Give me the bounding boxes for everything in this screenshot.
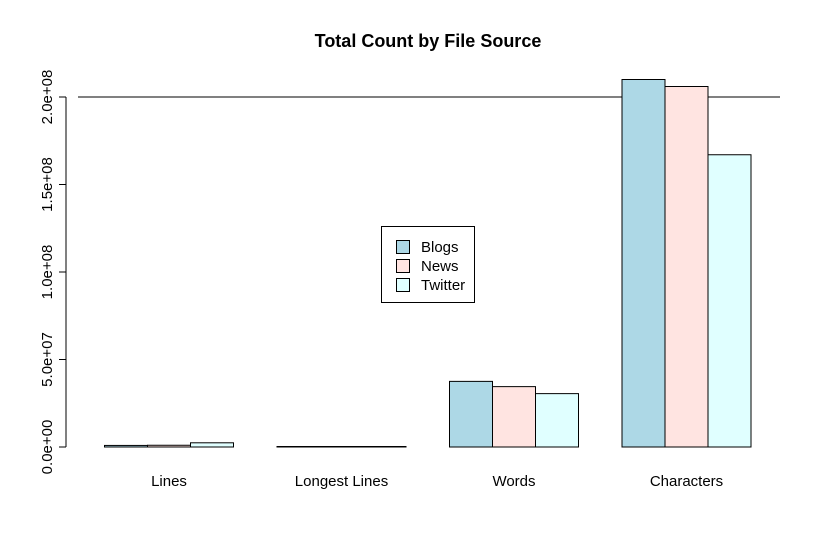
y-axis: 0.0e+00 5.0e+07 1.0e+08 1.5e+08 2.0e+08 — [39, 70, 67, 475]
bar-blogs-longest-lines — [276, 446, 321, 448]
x-tick-label: Characters — [650, 473, 723, 490]
bars — [104, 79, 752, 448]
bar-twitter-characters — [707, 154, 752, 448]
x-tick-label: Lines — [151, 473, 187, 490]
y-tick-label: 1.5e+08 — [39, 157, 56, 212]
bar-blogs-lines — [104, 444, 148, 448]
legend-label-blogs: Blogs — [421, 239, 459, 256]
y-tick-label: 2.0e+08 — [39, 70, 56, 125]
legend-swatch-blogs — [396, 240, 410, 254]
bar-blogs-words — [449, 380, 493, 448]
bar-blogs-characters — [621, 79, 666, 448]
x-tick-label: Longest Lines — [295, 473, 388, 490]
bar-twitter-words — [535, 393, 579, 448]
bar-news-characters — [664, 86, 709, 448]
y-tick-label: 0.0e+00 — [39, 420, 56, 475]
legend-swatch-news — [396, 259, 410, 273]
bar-twitter-longest-lines — [362, 446, 407, 448]
legend: Blogs News Twitter — [381, 226, 475, 303]
legend-label-twitter: Twitter — [421, 277, 465, 294]
x-axis-labels: Lines Longest Lines Words Characters — [151, 473, 723, 490]
legend-label-news: News — [421, 258, 459, 275]
bar-news-longest-lines — [319, 446, 364, 448]
y-tick-label: 1.0e+08 — [39, 245, 56, 300]
legend-swatch-twitter — [396, 278, 410, 292]
bar-news-words — [492, 386, 536, 448]
bar-news-lines — [147, 444, 191, 448]
y-tick-label: 5.0e+07 — [39, 332, 56, 387]
x-tick-label: Words — [492, 473, 535, 490]
chart-title: Total Count by File Source — [315, 31, 542, 51]
bar-twitter-lines — [190, 442, 234, 448]
